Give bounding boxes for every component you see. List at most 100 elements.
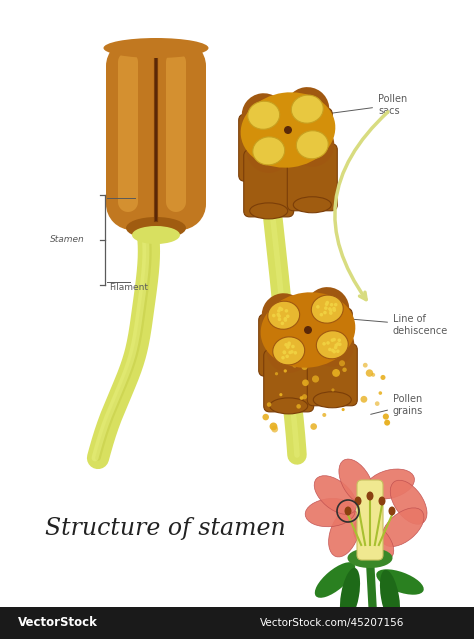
Circle shape [381, 375, 385, 380]
Circle shape [302, 380, 309, 386]
Circle shape [286, 345, 290, 349]
Bar [118, 62, 138, 202]
Circle shape [304, 326, 312, 334]
Ellipse shape [103, 38, 209, 58]
Ellipse shape [311, 295, 343, 323]
Circle shape [336, 342, 340, 346]
Circle shape [283, 318, 287, 322]
Bar [154, 66, 206, 204]
Ellipse shape [316, 331, 348, 359]
Text: Pollen
sacs: Pollen sacs [321, 94, 407, 116]
Bar [106, 66, 158, 204]
Circle shape [281, 321, 284, 325]
Circle shape [334, 303, 337, 307]
Ellipse shape [376, 569, 424, 595]
Circle shape [331, 389, 335, 392]
Circle shape [328, 348, 332, 351]
Circle shape [277, 314, 281, 318]
Circle shape [284, 343, 288, 346]
Circle shape [312, 376, 319, 383]
Circle shape [330, 339, 334, 342]
Text: Structure of stamen: Structure of stamen [45, 516, 285, 539]
Ellipse shape [353, 520, 394, 560]
Ellipse shape [390, 481, 427, 524]
Ellipse shape [292, 95, 323, 123]
Circle shape [310, 423, 317, 430]
Ellipse shape [389, 507, 395, 516]
Circle shape [267, 403, 272, 407]
Circle shape [325, 302, 328, 306]
Circle shape [332, 350, 336, 353]
FancyBboxPatch shape [287, 144, 337, 211]
Circle shape [283, 350, 286, 354]
Ellipse shape [380, 570, 400, 624]
Circle shape [342, 408, 345, 411]
Circle shape [334, 344, 338, 347]
Ellipse shape [166, 192, 186, 212]
Ellipse shape [296, 131, 328, 159]
Ellipse shape [308, 356, 346, 372]
Circle shape [322, 413, 326, 417]
Circle shape [277, 309, 281, 312]
Ellipse shape [166, 52, 186, 72]
Circle shape [322, 342, 326, 346]
Ellipse shape [245, 167, 283, 183]
Ellipse shape [248, 101, 280, 129]
Circle shape [326, 301, 329, 304]
Circle shape [283, 351, 286, 355]
Circle shape [331, 348, 335, 352]
Circle shape [296, 404, 301, 409]
FancyBboxPatch shape [259, 314, 309, 376]
Circle shape [283, 317, 287, 321]
Ellipse shape [339, 459, 374, 505]
Circle shape [284, 309, 288, 312]
Ellipse shape [290, 123, 334, 167]
Text: Pollen
grains: Pollen grains [371, 394, 423, 416]
Ellipse shape [365, 469, 414, 499]
Ellipse shape [267, 329, 311, 373]
Circle shape [371, 373, 375, 377]
Circle shape [287, 343, 291, 346]
Ellipse shape [126, 217, 186, 239]
Circle shape [284, 126, 292, 134]
Circle shape [275, 372, 278, 375]
Bar [0, 607, 474, 639]
Ellipse shape [345, 507, 352, 516]
FancyBboxPatch shape [357, 480, 383, 560]
Ellipse shape [154, 40, 206, 92]
Text: Filament: Filament [109, 283, 148, 292]
Circle shape [285, 355, 289, 358]
Ellipse shape [264, 362, 303, 378]
Circle shape [270, 422, 277, 430]
Circle shape [337, 339, 341, 342]
Circle shape [287, 341, 291, 345]
Circle shape [291, 344, 295, 348]
Circle shape [280, 307, 283, 311]
Ellipse shape [347, 548, 392, 568]
Ellipse shape [242, 93, 286, 137]
Circle shape [292, 363, 297, 367]
Circle shape [336, 350, 340, 353]
Circle shape [281, 356, 285, 360]
Circle shape [276, 312, 280, 316]
Ellipse shape [261, 292, 356, 367]
Ellipse shape [262, 293, 306, 337]
Ellipse shape [154, 178, 206, 230]
Ellipse shape [355, 497, 362, 505]
Text: Anthers: Anthers [109, 187, 144, 196]
Ellipse shape [293, 197, 331, 213]
Ellipse shape [288, 161, 326, 177]
Circle shape [329, 311, 333, 315]
Bar [166, 62, 186, 202]
Circle shape [379, 391, 382, 395]
Circle shape [330, 303, 333, 307]
Circle shape [293, 351, 297, 355]
Ellipse shape [132, 226, 180, 244]
Circle shape [342, 367, 347, 372]
Circle shape [283, 369, 287, 373]
Ellipse shape [313, 392, 351, 408]
Ellipse shape [382, 508, 424, 546]
Circle shape [375, 401, 380, 406]
Ellipse shape [314, 475, 356, 514]
Circle shape [271, 426, 278, 433]
